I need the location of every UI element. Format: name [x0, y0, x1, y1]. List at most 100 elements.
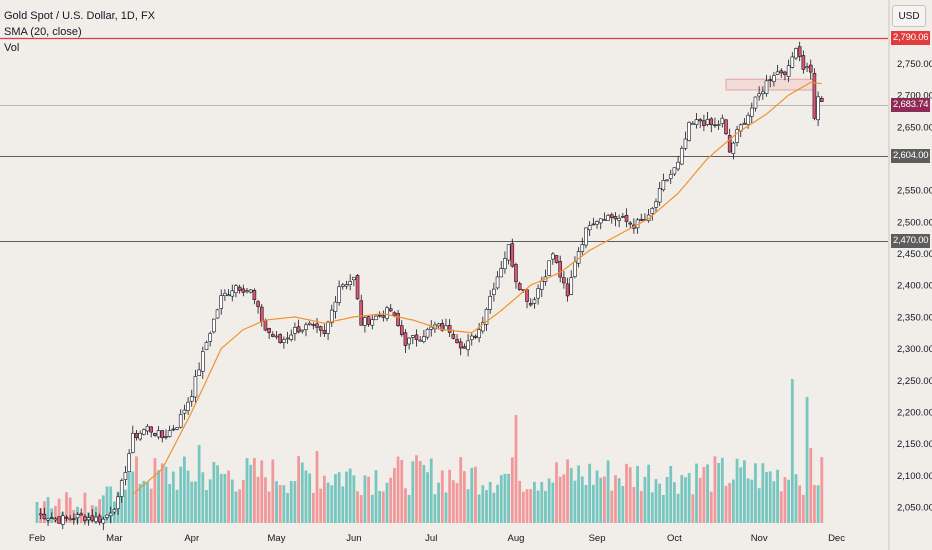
volume-bar [750, 479, 754, 523]
candle-body [189, 396, 194, 402]
volume-bar [492, 492, 496, 523]
volume-bar [632, 486, 636, 523]
candle-body [587, 225, 592, 231]
volume-bar [311, 492, 315, 523]
volume-bar [407, 494, 411, 523]
volume-bar [717, 463, 721, 523]
chart-legend: Gold Spot / U.S. Dollar, 1D, FX SMA (20,… [4, 8, 155, 56]
volume-bar [241, 479, 245, 523]
volume-bar [684, 477, 687, 523]
volume-bar [105, 486, 109, 523]
candle-body [304, 324, 308, 331]
candle-body [657, 188, 662, 203]
y-tick-label: 2,550.00 [897, 186, 932, 197]
volume-bar [437, 482, 441, 523]
candle-body [142, 429, 146, 435]
volume-indicator-label[interactable]: Vol [4, 42, 20, 54]
volume-bar [68, 497, 72, 523]
candle-body [775, 71, 780, 75]
volume-bar [359, 494, 363, 523]
y-tick-label: 2,150.00 [897, 439, 932, 450]
candle-body [436, 323, 441, 327]
volume-bar [245, 458, 249, 523]
volume-bar [337, 472, 341, 523]
candle-body [506, 244, 511, 261]
candle-body [326, 321, 330, 334]
candle-body [296, 326, 301, 333]
sma-indicator-label[interactable]: SMA (20, close) [4, 26, 82, 38]
candle-body [333, 301, 338, 312]
candle-body [403, 332, 408, 346]
volume-bar [654, 479, 658, 523]
candle-body [245, 290, 249, 293]
candle-body [790, 56, 795, 68]
volume-bar [462, 471, 466, 523]
volume-bar [673, 482, 676, 523]
volume-bar [65, 492, 68, 523]
candle-body [621, 216, 625, 218]
candle-body [167, 430, 172, 437]
candle-body [429, 326, 434, 330]
volume-bar [514, 415, 518, 523]
candle-body [624, 214, 629, 222]
volume-bar [238, 489, 242, 523]
candle-body [488, 296, 492, 310]
x-tick-label: Aug [508, 533, 525, 544]
candle-body [377, 314, 382, 317]
volume-bar [588, 463, 592, 523]
candle-body [293, 327, 297, 334]
candle-body [267, 328, 271, 334]
volume-bar [507, 473, 511, 523]
volume-bar [485, 490, 488, 523]
candle-body [53, 518, 58, 521]
candle-body [444, 325, 448, 331]
candle-body [226, 294, 231, 297]
candle-body [289, 334, 294, 340]
candle-body [536, 288, 540, 299]
candle-body [171, 428, 176, 431]
volume-bar [625, 463, 628, 523]
volume-bar [555, 462, 558, 523]
volume-bar [496, 484, 499, 523]
candle-body [713, 124, 717, 127]
volume-bar [813, 485, 816, 523]
volume-bar [702, 466, 706, 523]
currency-button[interactable]: USD [892, 5, 926, 27]
candle-body [709, 118, 714, 125]
volume-bar [260, 460, 264, 523]
volume-bar [146, 482, 149, 523]
candle-body [606, 215, 610, 221]
y-tick-label: 2,400.00 [897, 281, 932, 292]
candle-body [123, 472, 128, 480]
candle-body [359, 300, 364, 326]
candle-body [49, 517, 54, 519]
candle-body [609, 214, 614, 218]
candle-body [68, 518, 72, 521]
volume-bar [529, 489, 533, 523]
candle-body [753, 96, 758, 109]
volume-bar [168, 483, 172, 523]
volume-bar [348, 468, 352, 523]
candle-body [322, 329, 327, 334]
symbol-title[interactable]: Gold Spot / U.S. Dollar, 1D, FX [4, 10, 156, 22]
y-tick-label: 2,100.00 [897, 471, 932, 482]
volume-bar [805, 397, 809, 523]
volume-bar [606, 460, 610, 523]
volume-bar [628, 467, 632, 523]
volume-bar [573, 480, 577, 523]
sma-line-path [132, 81, 822, 495]
volume-bar [455, 483, 459, 523]
candle-body [219, 295, 224, 309]
candle-body [307, 322, 312, 325]
volume-bar [186, 470, 190, 523]
candle-body [263, 319, 268, 331]
candle-body [554, 255, 559, 263]
volume-bar [234, 491, 238, 523]
volume-bar [503, 473, 507, 523]
candle-body [182, 409, 187, 414]
candle-body [130, 432, 135, 453]
volume-bar [772, 481, 776, 523]
candle-body [38, 513, 43, 516]
candle-body [466, 340, 470, 351]
